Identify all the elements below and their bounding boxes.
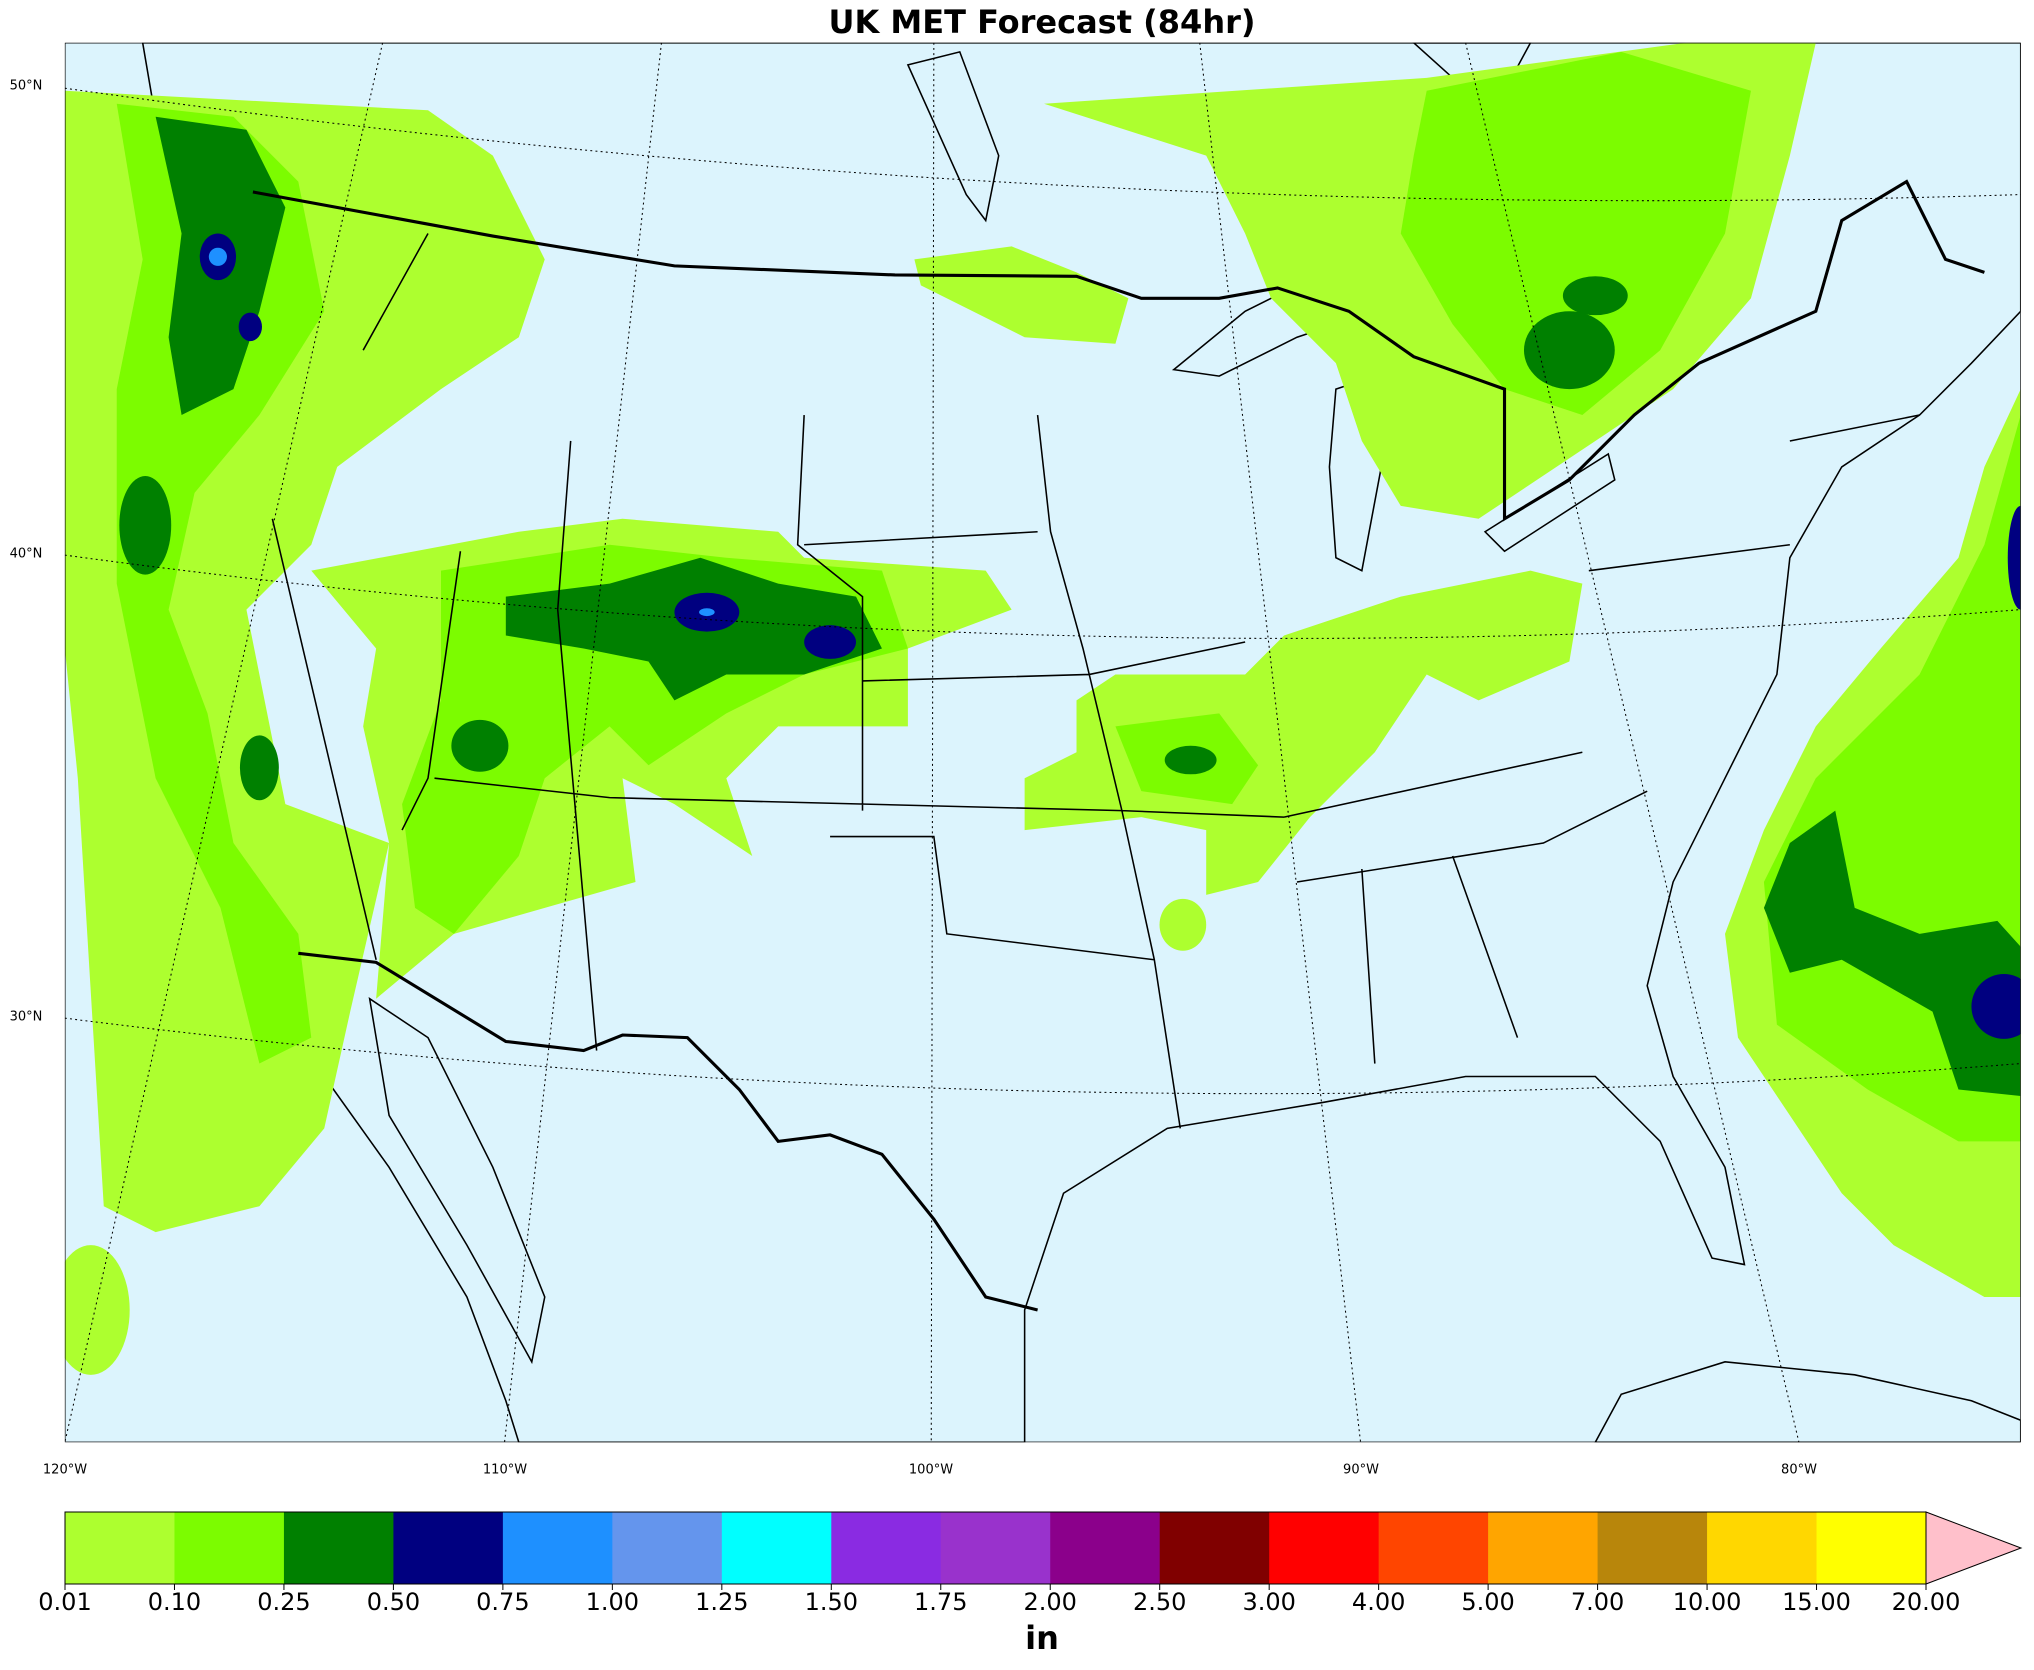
lake-winnipeg [906, 50, 1000, 223]
colorbar-tick-label: 0.75 [476, 1588, 529, 1616]
colorbar-segment [612, 1512, 723, 1584]
cuba [1594, 1361, 2021, 1443]
gulf-of-california [368, 997, 546, 1365]
colorbar-segment [174, 1512, 285, 1584]
colorbar-tick-label: 2.00 [1024, 1588, 1077, 1616]
colorbar-segment [1378, 1512, 1489, 1584]
colorbar-tick-label: 7.00 [1571, 1588, 1624, 1616]
lat-label: 30°N [10, 1010, 43, 1025]
colorbar-extend [1925, 1511, 2023, 1585]
lon-label: 90°W [1343, 1463, 1379, 1478]
us-mexico-border [298, 951, 1038, 1312]
colorbar-segment [283, 1512, 394, 1584]
colorbar-tick-label: 1.25 [695, 1588, 748, 1616]
lon-label: 120°W [43, 1463, 87, 1478]
colorbar-segment [1269, 1512, 1380, 1584]
colorbar-tick-label: 2.50 [1133, 1588, 1186, 1616]
colorbar-frame [64, 1511, 1927, 1585]
state-lines [271, 233, 1920, 1129]
colorbar-tick-label: 10.00 [1673, 1588, 1742, 1616]
colorbar-segment [940, 1512, 1051, 1584]
colorbar-tick-label: 0.50 [367, 1588, 420, 1616]
colorbar-segment [1816, 1512, 1927, 1584]
colorbar-unit: in [1025, 1619, 1059, 1657]
lat-label: 40°N [10, 547, 43, 562]
precipitation [64, 42, 2021, 1375]
graticule [64, 42, 2021, 1443]
lat-label: 50°N [10, 79, 43, 94]
colorbar-segment [502, 1512, 613, 1584]
colorbar-tick-label: 0.25 [257, 1588, 310, 1616]
colorbar-tick-label: 20.00 [1892, 1588, 1961, 1616]
colorbar-segment [1159, 1512, 1270, 1584]
colorbar-segment [1597, 1512, 1708, 1584]
map [64, 42, 2021, 1443]
colorbar-tick-label: 1.50 [805, 1588, 858, 1616]
colorbar: 0.01 0.10 0.25 0.50 0.75 1.00 1.25 1.50 1.75 2.00… [38, 1511, 2023, 1616]
lon-label: 80°W [1781, 1463, 1817, 1478]
colorbar-segment [831, 1512, 942, 1584]
colorbar-tick-label: 1.00 [586, 1588, 639, 1616]
colorbar-tick-label: 15.00 [1782, 1588, 1851, 1616]
colorbar-tick-label: 0.01 [38, 1588, 91, 1616]
colorbar-tick-label: 1.75 [914, 1588, 967, 1616]
colorbar-segment [65, 1512, 175, 1584]
colorbar-tick-label: 3.00 [1242, 1588, 1295, 1616]
colorbar-segment [393, 1512, 504, 1584]
colorbar-tick-label: 5.00 [1461, 1588, 1514, 1616]
colorbar-segment [1488, 1512, 1599, 1584]
map-title: UK MET Forecast (84hr) [828, 3, 1255, 41]
colorbar-tick-label: 4.00 [1352, 1588, 1405, 1616]
colorbar-segment [1050, 1512, 1161, 1584]
lon-label: 100°W [909, 1463, 953, 1478]
colorbar-tick-label: 0.10 [148, 1588, 201, 1616]
colorbar-segment [1707, 1512, 1818, 1584]
us-canada-border [252, 179, 1985, 522]
colorbar-segment [721, 1512, 832, 1584]
lon-label: 110°W [483, 1463, 527, 1478]
